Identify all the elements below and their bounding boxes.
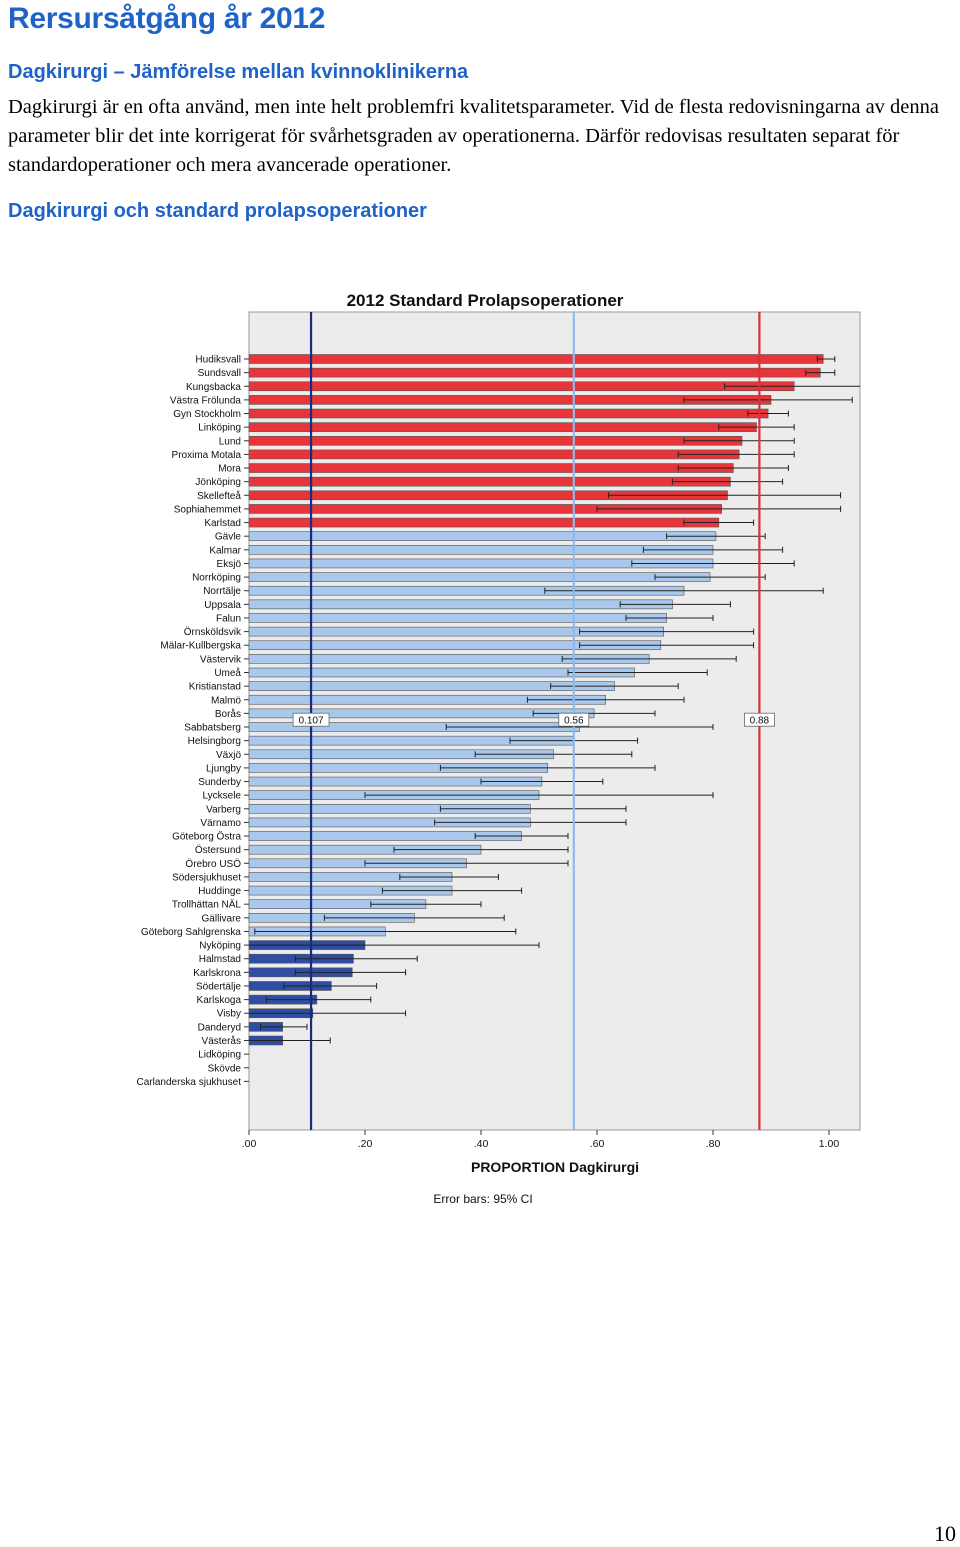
y-tick-label: Värnamo xyxy=(200,818,241,829)
bar xyxy=(248,572,711,582)
x-tick-label: .00 xyxy=(242,1138,257,1150)
y-tick-label: Sundsvall xyxy=(198,368,241,379)
y-tick-label: Eksjö xyxy=(217,559,242,570)
bar xyxy=(248,531,717,541)
chart-title: 2012 Standard Prolapsoperationer xyxy=(347,291,624,310)
y-tick-label: Lund xyxy=(219,436,241,447)
bar xyxy=(248,449,740,460)
y-tick-label: Östersund xyxy=(195,844,241,856)
y-tick-label: Sabbatsberg xyxy=(184,723,241,734)
y-tick-label: Västra Frölunda xyxy=(170,395,242,406)
x-axis-label: PROPORTION Dagkirurgi xyxy=(471,1159,639,1175)
reference-label: 0.56 xyxy=(564,716,584,727)
y-tick-label: Huddinge xyxy=(198,886,241,897)
x-tick-label: .60 xyxy=(590,1138,605,1150)
y-tick-label: Gyn Stockholm xyxy=(173,409,241,420)
bar xyxy=(248,463,734,473)
y-tick-label: Södertälje xyxy=(196,981,241,992)
section-subtitle: Dagkirurgi – Jämförelse mellan kvinnokli… xyxy=(8,61,469,83)
y-tick-label: Kungsbacka xyxy=(186,382,241,393)
y-tick-label: Halmstad xyxy=(199,954,241,965)
y-tick-label: Södersjukhuset xyxy=(172,872,241,883)
y-tick-label: Göteborg Sahlgrenska xyxy=(141,927,242,938)
bar xyxy=(248,476,731,487)
bar xyxy=(248,517,720,528)
bar xyxy=(248,408,769,419)
y-tick-label: Lidköping xyxy=(198,1050,241,1061)
y-tick-label: Hudiksvall xyxy=(195,355,241,366)
intro-paragraph: Dagkirurgi är en ofta använd, men inte h… xyxy=(8,96,940,176)
page-number: 10 xyxy=(934,1521,956,1546)
y-tick-label: Varberg xyxy=(206,804,241,815)
x-tick-label: .40 xyxy=(474,1138,489,1150)
y-tick-label: Carlanderska sjukhuset xyxy=(137,1077,242,1088)
page-title: Rersursåtgång år 2012 xyxy=(8,2,326,35)
y-tick-label: Gävle xyxy=(215,532,242,543)
y-tick-label: Borås xyxy=(215,708,241,720)
y-tick-label: Västerås xyxy=(202,1035,241,1047)
y-tick-label: Nyköping xyxy=(199,941,241,952)
y-tick-label: Sophiahemmet xyxy=(174,504,241,515)
y-tick-label: Jönköping xyxy=(195,477,241,488)
reference-label: 0.88 xyxy=(750,716,770,727)
y-tick-label: Karlstad xyxy=(204,518,241,529)
y-tick-label: Skellefteå xyxy=(197,490,241,502)
bar xyxy=(248,367,821,378)
y-tick-label: Trollhättan NÄL xyxy=(172,899,242,911)
y-tick-label: Uppsala xyxy=(204,600,241,611)
bar xyxy=(248,354,824,364)
reference-label-box xyxy=(558,712,590,727)
y-tick-label: Danderyd xyxy=(198,1022,241,1033)
y-tick-label: Mälar-Kullbergska xyxy=(160,641,241,652)
y-tick-label: Örebro USÖ xyxy=(185,858,241,870)
reference-label-box xyxy=(744,712,775,727)
y-tick-label: Lycksele xyxy=(202,791,241,802)
y-tick-label: Örnsköldsvik xyxy=(184,626,242,638)
y-tick-label: Falun xyxy=(216,613,241,624)
y-tick-label: Norrtälje xyxy=(203,586,241,597)
y-tick-label: Proxima Motala xyxy=(172,450,242,461)
y-tick-label: Karlskoga xyxy=(197,995,242,1006)
reference-label-box xyxy=(292,712,330,727)
y-tick-label: Linköping xyxy=(198,423,241,434)
reference-label: 0.107 xyxy=(299,716,324,727)
y-tick-label: Göteborg Östra xyxy=(172,831,241,843)
y-tick-label: Västervik xyxy=(200,654,242,665)
y-tick-label: Mora xyxy=(218,464,241,475)
y-tick-label: Sunderby xyxy=(198,777,241,788)
y-tick-label: Karlskrona xyxy=(193,968,241,979)
y-tick-label: Växjö xyxy=(216,750,241,761)
bar xyxy=(248,381,795,392)
y-tick-label: Helsingborg xyxy=(188,736,241,747)
y-tick-label: Skövde xyxy=(208,1063,242,1074)
y-tick-label: Norrköping xyxy=(192,573,241,584)
y-tick-label: Kristianstad xyxy=(189,682,241,693)
y-tick-label: Umeå xyxy=(214,667,241,679)
y-tick-label: Gällivare xyxy=(202,913,242,924)
bar xyxy=(248,422,757,432)
y-tick-label: Ljungby xyxy=(206,763,241,774)
bar xyxy=(248,599,673,610)
x-tick-label: .80 xyxy=(706,1138,721,1150)
chart-section-title: Dagkirurgi och standard prolapsoperation… xyxy=(8,200,427,222)
bar xyxy=(248,435,743,446)
x-tick-label: .20 xyxy=(358,1138,373,1150)
y-tick-label: Malmö xyxy=(211,695,241,706)
chart-footnote: Error bars: 95% CI xyxy=(433,1192,532,1206)
x-tick-label: 1.00 xyxy=(819,1138,840,1150)
y-tick-label: Visby xyxy=(217,1009,241,1020)
y-tick-label: Kalmar xyxy=(209,545,241,556)
